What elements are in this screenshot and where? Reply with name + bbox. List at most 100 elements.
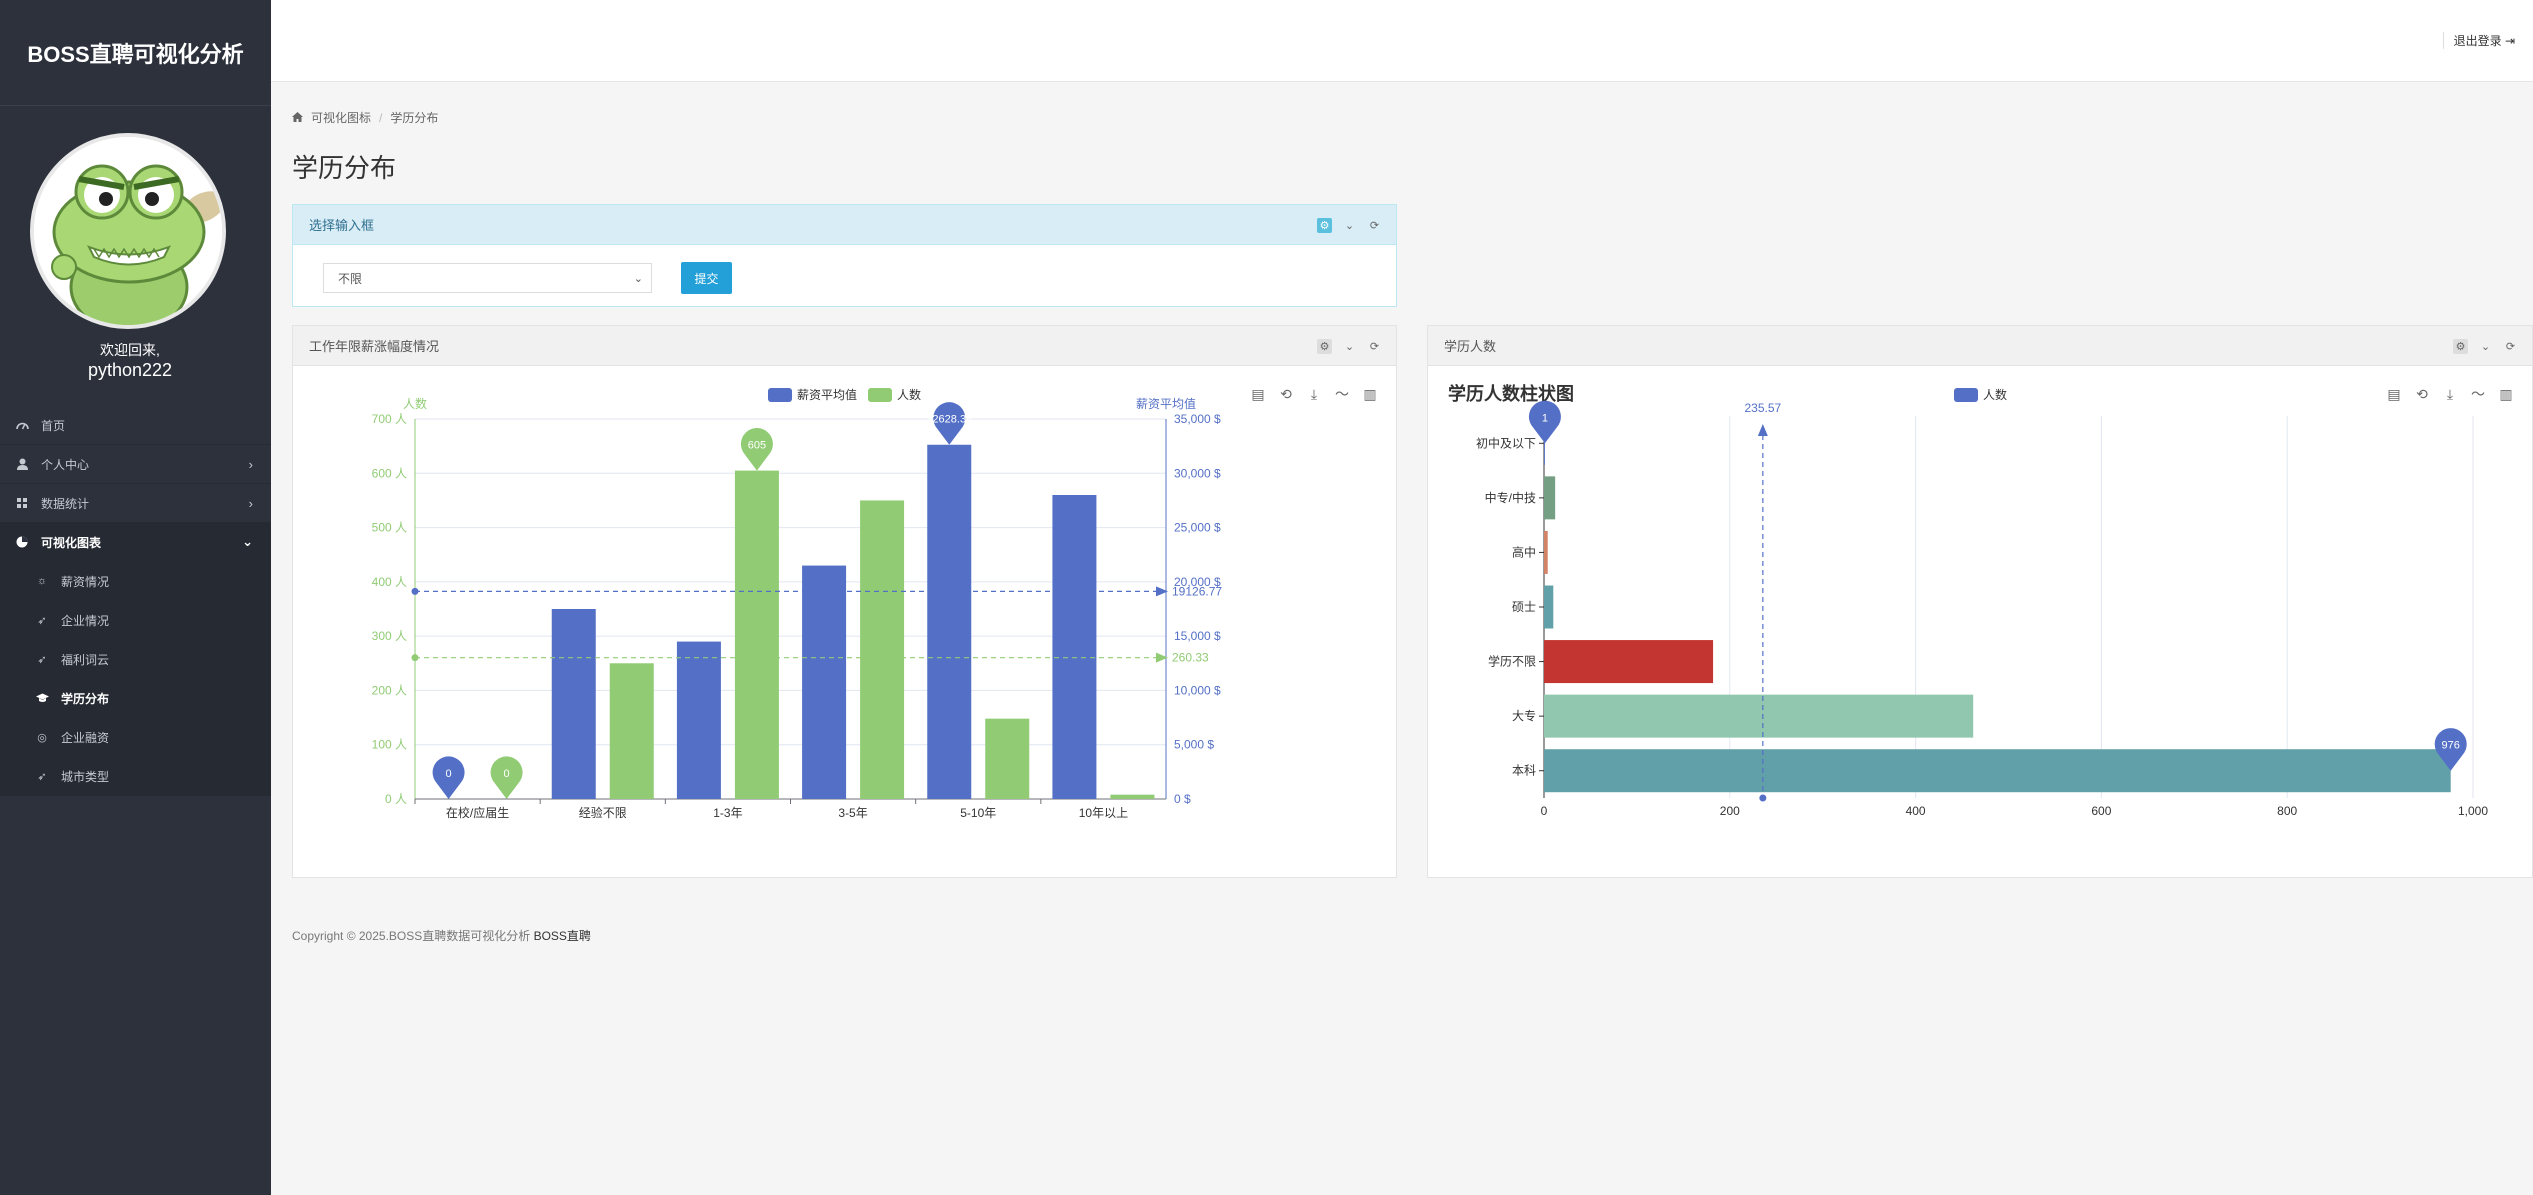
refresh-icon[interactable]: ⟳ [2505, 341, 2516, 353]
gear-icon[interactable]: ⚙ [2453, 339, 2468, 354]
y-tick-label: 高中 [1512, 544, 1536, 559]
y-left-tick-label: 500 人 [372, 521, 407, 535]
refresh-icon[interactable]: ⟳ [1369, 341, 1380, 353]
mark-line-arrow [1156, 652, 1168, 663]
submit-button[interactable]: 提交 [681, 262, 732, 294]
y-right-tick-label: 15,000 $ [1174, 629, 1221, 643]
chevron-right-icon: › [248, 495, 253, 511]
education-chart: 学历人数柱状图 人数 0 200 400 600 800 1,000 本科 大专 学历不限 硕士 高中 中… [1448, 383, 2488, 818]
mark-line-arrow [1156, 586, 1168, 597]
bar-chart-icon[interactable]: ▥ [2499, 385, 2513, 402]
nav-salary[interactable]: ☼ 薪资情况 [0, 562, 271, 601]
y-right-tick-label: 10,000 $ [1174, 683, 1221, 697]
y-tick-label: 硕士 [1512, 600, 1536, 614]
y-left-tick-label: 300 人 [372, 629, 407, 643]
graduation-cap-icon [35, 691, 49, 705]
bar-chart-icon[interactable]: ▥ [1363, 385, 1377, 402]
home-icon [292, 111, 303, 125]
rocket-icon: ➶ [37, 614, 47, 627]
y-tick-label: 本科 [1512, 764, 1536, 778]
chevron-down-icon[interactable]: ⌄ [2480, 341, 2491, 353]
restore-icon[interactable]: ⟲ [1280, 385, 1292, 402]
gear-icon[interactable]: ⚙ [1317, 218, 1332, 233]
legend-label: 薪资平均值 [797, 387, 857, 402]
x-tick-label: 1-3年 [713, 806, 742, 820]
nav-wordcloud-label: 福利词云 [61, 652, 110, 667]
mark-line-start [1759, 794, 1767, 802]
line-chart-icon[interactable]: 〜 [1335, 386, 1349, 402]
dashboard-icon [15, 418, 29, 432]
refresh-icon[interactable]: ⟳ [1369, 220, 1380, 232]
legend-swatch [768, 388, 792, 402]
panel-tools: ⚙ ⌄ ⟳ [2453, 339, 2518, 354]
nav-profile[interactable]: 个人中心 › [0, 445, 271, 484]
nav-company[interactable]: ➶ 企业情况 [0, 601, 271, 640]
avatar [30, 133, 226, 329]
mark-point [740, 427, 773, 471]
mark-line-label: 260.33 [1172, 651, 1209, 665]
welcome-text: 欢迎回来, [100, 342, 160, 358]
legend-swatch [1954, 388, 1978, 402]
chevron-down-icon[interactable]: ⌄ [1344, 341, 1355, 353]
nav-charts-label: 可视化图表 [41, 535, 102, 550]
chart-toolbox: ▤ ⟲ ⤓ 〜 ▥ [2386, 385, 2514, 403]
download-icon[interactable]: ⤓ [1310, 385, 1318, 402]
x-tick-label: 200 [1720, 804, 1740, 818]
download-icon[interactable]: ⤓ [2446, 385, 2454, 402]
nav-stats[interactable]: 数据统计 › [0, 484, 271, 523]
nav-wordcloud[interactable]: ➶ 福利词云 [0, 640, 271, 679]
nav-city[interactable]: ➶ 城市类型 [0, 757, 271, 796]
restore-icon[interactable]: ⟲ [2416, 385, 2428, 402]
nav-education[interactable]: 学历分布 [0, 679, 271, 718]
nav-education-label: 学历分布 [61, 691, 110, 706]
bar-salary-avg [676, 641, 721, 799]
pie-icon [15, 535, 29, 549]
mark-point [1528, 400, 1561, 444]
nav-financing[interactable]: ◎ 企业融资 [0, 718, 271, 757]
nav-stats-label: 数据统计 [41, 496, 90, 511]
bar-education-count [1544, 640, 1714, 684]
bar-count [609, 663, 654, 799]
bar-education-count [1544, 749, 2451, 793]
y-right-tick-label: 35,000 $ [1174, 412, 1221, 426]
y-left-tick-label: 600 人 [372, 466, 407, 480]
mark-point-label: 976 [2442, 740, 2460, 752]
mark-point-label: 605 [748, 440, 766, 452]
bar-salary-avg [1052, 495, 1097, 799]
gear-icon[interactable]: ⚙ [1317, 339, 1332, 354]
nav-salary-label: 薪资情况 [61, 574, 110, 589]
y-right-tick-label: 5,000 $ [1174, 738, 1214, 752]
logout-label: 退出登录 [2453, 34, 2502, 48]
logout-button[interactable]: 退出登录 ⇥ [2442, 32, 2515, 49]
bar-education-count [1544, 585, 1554, 629]
x-tick-label: 5-10年 [960, 806, 996, 820]
legend-swatch [868, 388, 892, 402]
mark-point-label: 32628.38 [926, 414, 972, 426]
nav-charts[interactable]: 可视化图表 ⌄ [0, 523, 271, 562]
data-view-icon[interactable]: ▤ [1251, 385, 1265, 402]
page-title: 学历分布 [292, 153, 397, 183]
legend-label: 人数 [897, 387, 921, 402]
bar-salary-avg [802, 565, 847, 799]
mark-line-label: 235.57 [1744, 401, 1781, 415]
bar-education-count [1544, 694, 1974, 738]
mark-point-label: 0 [504, 768, 510, 780]
breadcrumb-home[interactable]: 可视化图标 [311, 111, 372, 125]
chevron-down-icon: ⌄ [633, 272, 643, 285]
data-view-icon[interactable]: ▤ [2387, 385, 2401, 402]
y-left-tick-label: 200 人 [372, 683, 407, 697]
bar-education-count [1544, 530, 1548, 574]
breadcrumb-current: 学历分布 [390, 111, 439, 125]
line-chart-icon[interactable]: 〜 [2471, 386, 2485, 402]
experience-select[interactable]: 不限 ⌄ [323, 263, 652, 293]
username: python222 [87, 360, 173, 380]
mark-point-label: 1 [1542, 412, 1548, 424]
input-panel: 选择输入框 ⚙ ⌄ ⟳ 不限 ⌄ 提交 [292, 204, 1397, 307]
nav-home[interactable]: 首页 [0, 406, 271, 445]
nav-company-label: 企业情况 [61, 613, 110, 628]
y-right-tick-label: 20,000 $ [1174, 575, 1221, 589]
chevron-down-icon[interactable]: ⌄ [1344, 220, 1355, 232]
footer-brand: BOSS直聘 [533, 929, 591, 943]
x-tick-label: 经验不限 [579, 805, 627, 820]
footer: Copyright © 2025.BOSS直聘数据可视化分析 BOSS直聘 [292, 927, 591, 944]
